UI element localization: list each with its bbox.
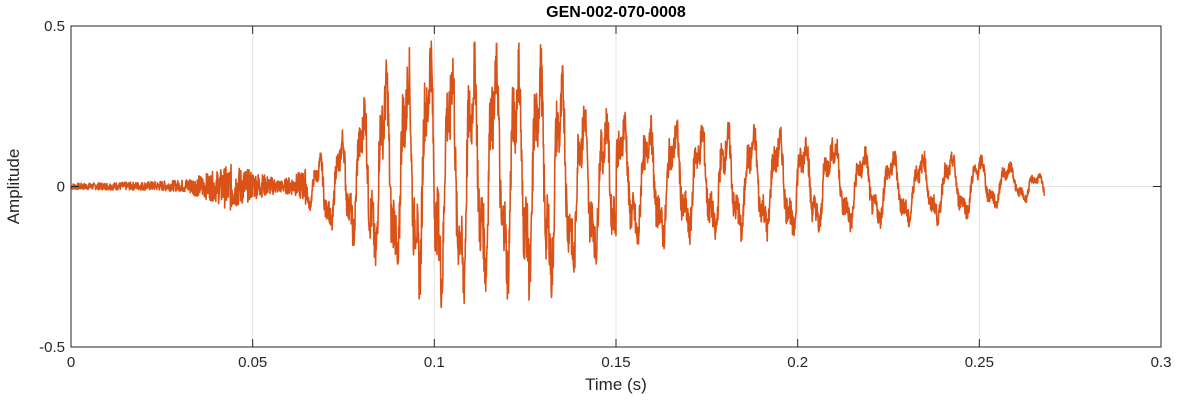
y-tick-label: 0.5 <box>44 18 65 35</box>
x-tick-label: 0.3 <box>1151 354 1172 371</box>
waveform-line <box>70 40 1046 309</box>
chart-title: GEN-002-070-0008 <box>546 4 686 21</box>
axis-ticks: 0 0.05 0.1 0.15 0.2 0.25 0.3-0.500.5 <box>39 18 1171 371</box>
y-tick-label: 0 <box>57 179 65 196</box>
x-tick-label: 0 <box>67 354 75 371</box>
x-axis-label: Time (s) <box>585 375 647 394</box>
y-axis-label: Amplitude <box>4 149 23 225</box>
y-tick-label: -0.5 <box>39 339 65 356</box>
x-tick-label: 0.05 <box>238 354 267 371</box>
waveform-series <box>70 40 1046 309</box>
x-tick-label: 0.1 <box>424 354 445 371</box>
x-tick-label: 0.2 <box>787 354 808 371</box>
x-tick-label: 0.15 <box>601 354 630 371</box>
x-tick-label: 0.25 <box>965 354 994 371</box>
